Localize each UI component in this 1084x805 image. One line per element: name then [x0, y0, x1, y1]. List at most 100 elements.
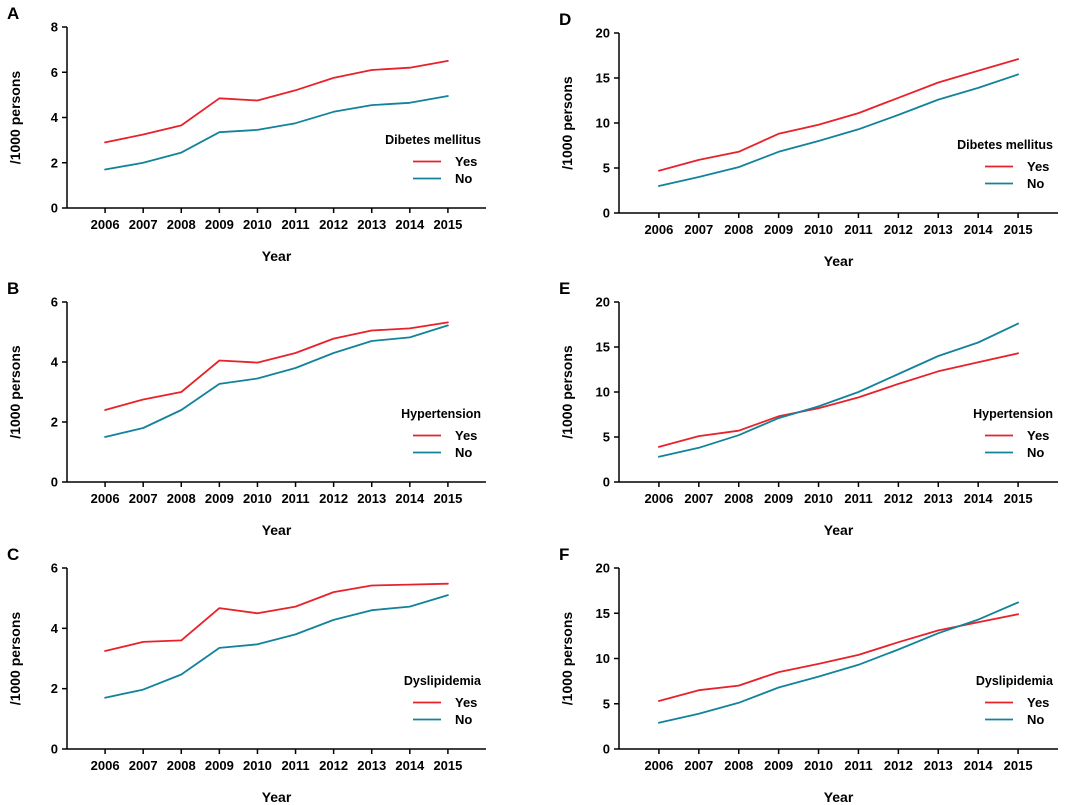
y-tick-label: 2	[51, 155, 58, 170]
legend-title: Dibetes mellitus	[385, 133, 481, 147]
panel-e: E 0 5 10 15 20 2006 2007 2008 2009 2010 2011 2012 201…	[559, 279, 1058, 538]
y-tick-label: 6	[51, 65, 58, 80]
y-tick-label: 6	[51, 295, 58, 310]
legend-label-yes: Yes	[455, 154, 477, 169]
x-tick-label: 2008	[167, 491, 196, 506]
x-tick-label: 2008	[167, 217, 196, 232]
y-tick-label: 0	[51, 742, 58, 757]
x-tick-label: 2010	[804, 758, 833, 773]
legend-title: Hypertension	[401, 407, 481, 421]
x-axis-title: Year	[262, 248, 292, 264]
y-tick-label: 5	[603, 696, 610, 711]
x-tick-label: 2006	[91, 217, 120, 232]
y-axis-title: /1000 persons	[559, 612, 575, 706]
series-line-yes	[658, 58, 1019, 172]
series-line-yes	[104, 321, 449, 411]
x-tick-label: 2015	[1004, 222, 1033, 237]
x-tick-label: 2014	[395, 758, 425, 773]
x-tick-label: 2015	[1004, 491, 1033, 506]
series-line-no	[104, 594, 449, 699]
panel-b: B 0 2 4 6 2006 2007 2008 2009 2010 2011 2012 2013 201…	[7, 279, 486, 538]
x-tick-label: 2008	[724, 222, 753, 237]
series-line-yes	[104, 582, 449, 652]
y-tick-label: 4	[51, 355, 59, 370]
y-tick-label: 20	[596, 295, 610, 310]
panel-a: A 0 2 4 6 8 2006 2007 2008 2009 2010 2011 2012 2013 20…	[7, 4, 486, 264]
series-line-yes	[104, 60, 449, 144]
y-tick-label: 5	[603, 430, 610, 445]
x-axis-title: Year	[824, 522, 854, 538]
legend-label-yes: Yes	[1027, 159, 1049, 174]
x-tick-label: 2009	[764, 222, 793, 237]
x-tick-label: 2006	[644, 758, 673, 773]
y-axis-title: /1000 persons	[7, 71, 23, 165]
legend-label-no: No	[1027, 712, 1044, 727]
x-tick-label: 2010	[243, 217, 272, 232]
y-tick-label: 15	[596, 340, 610, 355]
x-tick-label: 2006	[644, 491, 673, 506]
x-tick-label: 2010	[243, 758, 272, 773]
x-tick-label: 2010	[243, 491, 272, 506]
y-tick-label: 0	[51, 475, 58, 490]
x-tick-label: 2012	[319, 758, 348, 773]
y-axis-title: /1000 persons	[7, 612, 23, 706]
x-tick-label: 2007	[684, 222, 713, 237]
legend-title: Hypertension	[973, 407, 1053, 421]
x-tick-label: 2013	[924, 758, 953, 773]
x-tick-label: 2014	[964, 222, 994, 237]
y-tick-label: 10	[596, 651, 610, 666]
x-tick-label: 2007	[129, 491, 158, 506]
x-tick-label: 2009	[764, 491, 793, 506]
x-tick-label: 2011	[281, 491, 309, 506]
x-tick-label: 2007	[684, 491, 713, 506]
x-tick-label: 2011	[281, 758, 309, 773]
panel-letter: C	[7, 545, 19, 564]
legend-title: Dyslipidemia	[404, 674, 482, 688]
x-tick-label: 2007	[684, 758, 713, 773]
y-tick-label: 0	[603, 742, 610, 757]
x-tick-label: 2010	[804, 491, 833, 506]
series-line-no	[658, 322, 1019, 458]
y-tick-label: 0	[603, 475, 610, 490]
x-tick-label: 2009	[205, 217, 234, 232]
x-tick-label: 2008	[167, 758, 196, 773]
panel-d: D 0 5 10 15 20 2006 2007 2008 2009 2010 2011 2012 201…	[559, 10, 1058, 269]
x-tick-label: 2012	[884, 758, 913, 773]
y-tick-label: 15	[596, 606, 610, 621]
y-tick-label: 2	[51, 681, 58, 696]
x-tick-label: 2009	[205, 758, 234, 773]
y-tick-label: 2	[51, 415, 58, 430]
y-axis-title: /1000 persons	[559, 345, 575, 439]
y-tick-label: 4	[51, 621, 59, 636]
x-tick-label: 2011	[844, 222, 872, 237]
x-tick-label: 2015	[433, 217, 462, 232]
legend-label-no: No	[455, 445, 472, 460]
y-axis-title: /1000 persons	[7, 345, 23, 439]
y-tick-label: 0	[603, 206, 610, 221]
y-tick-label: 20	[596, 561, 610, 576]
x-tick-label: 2013	[357, 217, 386, 232]
x-tick-label: 2008	[724, 491, 753, 506]
series-line-no	[658, 601, 1019, 724]
x-tick-label: 2011	[844, 491, 872, 506]
legend-label-yes: Yes	[1027, 428, 1049, 443]
legend-label-no: No	[455, 712, 472, 727]
x-tick-label: 2015	[433, 758, 462, 773]
legend-title: Dyslipidemia	[976, 674, 1054, 688]
x-tick-label: 2014	[964, 491, 994, 506]
x-tick-label: 2013	[357, 758, 386, 773]
series-line-yes	[658, 352, 1019, 448]
y-tick-label: 8	[51, 20, 58, 35]
y-tick-label: 6	[51, 561, 58, 576]
x-tick-label: 2012	[884, 222, 913, 237]
x-axis-title: Year	[824, 789, 854, 805]
x-tick-label: 2009	[205, 491, 234, 506]
series-line-yes	[658, 613, 1019, 702]
legend-label-yes: Yes	[455, 695, 477, 710]
x-tick-label: 2014	[395, 491, 425, 506]
series-line-no	[658, 73, 1019, 187]
y-tick-label: 10	[596, 116, 610, 131]
x-tick-label: 2015	[433, 491, 462, 506]
x-tick-label: 2007	[129, 758, 158, 773]
